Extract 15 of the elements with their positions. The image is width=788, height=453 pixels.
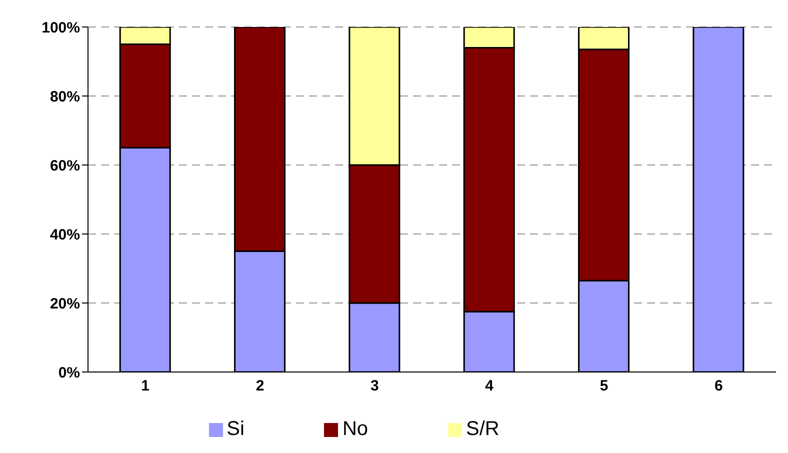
- y-tick-label: 0%: [58, 364, 80, 382]
- x-tick-label: 2: [256, 378, 264, 395]
- y-tick-label: 80%: [50, 88, 80, 106]
- y-tick-label: 100%: [42, 19, 80, 36]
- legend-label: No: [342, 418, 368, 440]
- x-tick-label: 3: [370, 378, 379, 395]
- y-tick-label: 20%: [50, 295, 80, 312]
- legend-label: S/R: [466, 418, 500, 440]
- x-tick-label: 5: [600, 378, 608, 395]
- legend-label: Si: [226, 418, 244, 440]
- x-tick-label: 4: [485, 378, 494, 395]
- y-tick-label: 60%: [50, 157, 80, 174]
- y-tick-label: 40%: [50, 226, 80, 244]
- x-tick-label: 6: [714, 378, 723, 395]
- x-tick-label: 1: [141, 378, 150, 395]
